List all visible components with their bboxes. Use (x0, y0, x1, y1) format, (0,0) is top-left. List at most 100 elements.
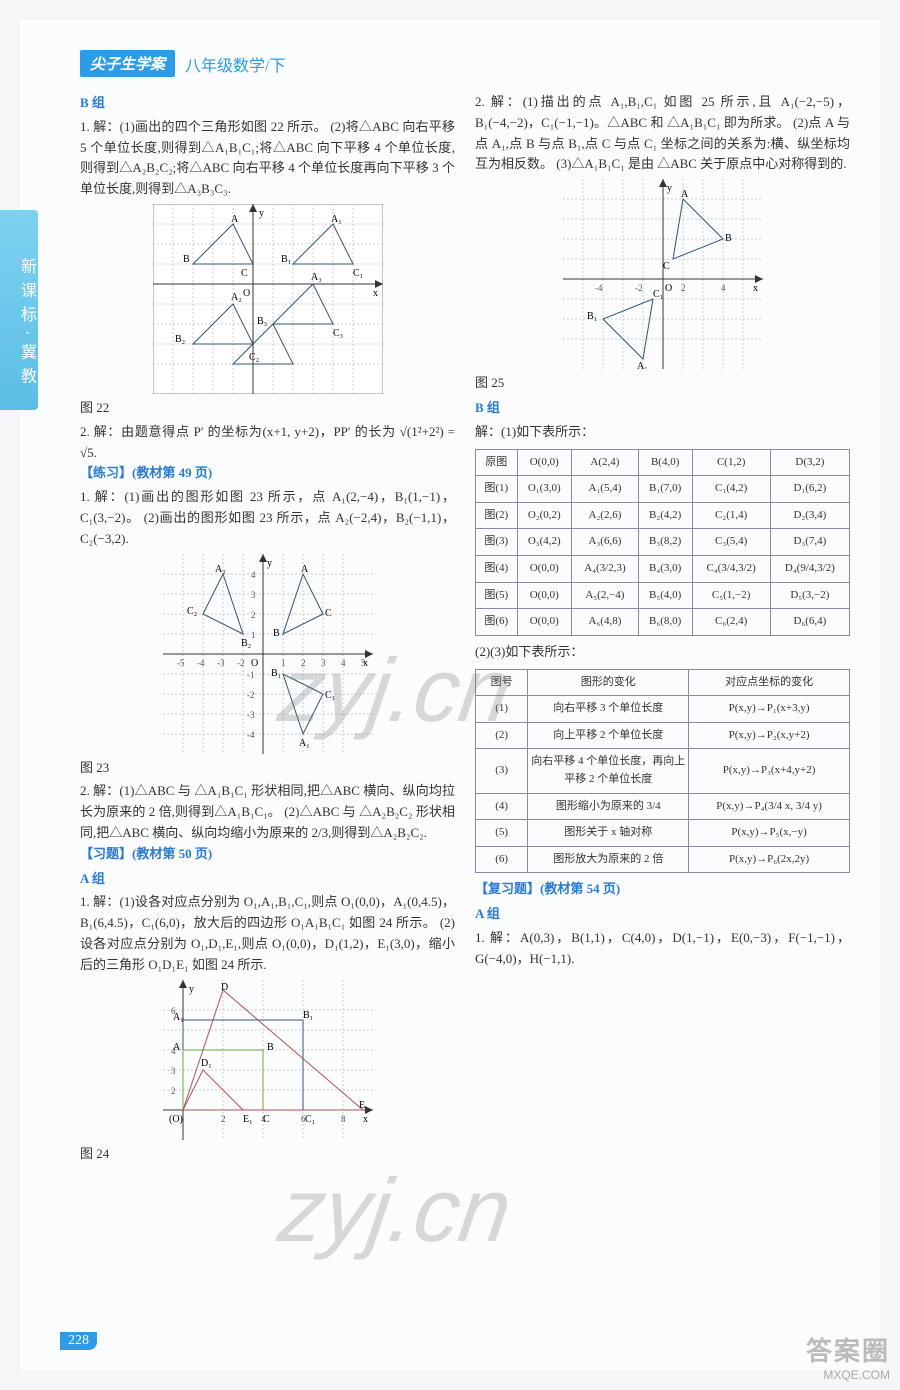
t2c: (1) (476, 696, 528, 723)
svg-text:B₁: B₁ (303, 1010, 313, 1021)
t2c: 向上平移 2 个单位长度 (528, 722, 689, 749)
svg-text:C₁: C₁ (353, 268, 363, 279)
svg-text:-2: -2 (237, 658, 245, 668)
svg-text:B: B (725, 233, 732, 244)
t2c: P(x,y)→P₂(x,y+2) (689, 722, 850, 749)
t1c: D₅(3,−2) (770, 582, 849, 609)
right-group-b: B 组 (475, 398, 850, 419)
svg-text:C: C (325, 608, 332, 619)
svg-text:A: A (231, 214, 239, 225)
right-q2: 2. 解：(1)描出的点 A₁,B₁,C₁ 如图 25 所示,且 A₁(−2,−… (475, 92, 850, 175)
lianxi-q2: 2. 解：(1)△ABC 与 △A₁B₁C₁ 形状相同,把△ABC 横向、纵向均… (80, 781, 455, 843)
figure-24-caption: 图 24 (80, 1144, 455, 1165)
t1-h1: O(0,0) (517, 449, 572, 476)
svg-text:x: x (363, 1114, 368, 1125)
svg-text:B: B (183, 254, 190, 265)
t1c: A₄(3/2,3) (572, 555, 639, 582)
t1c: C₂(1,4) (692, 502, 770, 529)
t2c: P(x,y)→P₆(2x,2y) (689, 846, 850, 873)
t1-h3: B(4,0) (638, 449, 692, 476)
svg-text:1: 1 (281, 658, 286, 668)
t1c: C₄(3/4,3/2) (692, 555, 770, 582)
fuxi-label: 【复习题】(教材第 54 页) (475, 879, 850, 900)
svg-text:-3: -3 (247, 710, 255, 720)
t1c: B₆(8,0) (638, 609, 692, 636)
svg-text:-4: -4 (197, 658, 205, 668)
svg-text:C₂: C₂ (187, 606, 197, 617)
t1c: B₄(3,0) (638, 555, 692, 582)
t1c: B₅(4,0) (638, 582, 692, 609)
svg-text:C₃: C₃ (333, 328, 343, 339)
t1c: 图(4) (476, 555, 518, 582)
svg-text:3: 3 (321, 658, 326, 668)
lianxi-label: 【练习】(教材第 49 页) (80, 463, 455, 484)
t2-h0: 图号 (476, 669, 528, 696)
t1c: C₃(5,4) (692, 529, 770, 556)
svg-text:x: x (373, 288, 378, 299)
svg-text:1: 1 (251, 630, 256, 640)
page: 新课标·冀教 尖子生学案 八年级数学/下 B 组 1. 解：(1)画出的四个三角… (20, 20, 880, 1370)
t1c: O₃(4,2) (517, 529, 572, 556)
svg-text:2: 2 (681, 283, 686, 293)
t2c: 图形放大为原来的 2 倍 (528, 846, 689, 873)
figure-23: yx O -5-4-3 -2 123 45 4321 -1-2-3 -4 ABC… (163, 554, 373, 754)
svg-text:y: y (267, 558, 272, 569)
t1c: A₆(4,8) (572, 609, 639, 636)
svg-text:A: A (301, 564, 309, 575)
svg-text:4: 4 (341, 658, 346, 668)
svg-text:2: 2 (251, 610, 256, 620)
t1c: 图(6) (476, 609, 518, 636)
svg-text:y: y (189, 984, 194, 995)
t1c: O(0,0) (517, 582, 572, 609)
t2c: P(x,y)→P₅(x,−y) (689, 820, 850, 847)
left-q2: 2. 解：由题意得点 P′ 的坐标为(x+1, y+2)，PP′ 的长为 √(1… (80, 422, 455, 464)
svg-text:B₂: B₂ (175, 334, 185, 345)
svg-text:-2: -2 (635, 283, 643, 293)
t1c: D₁(6,2) (770, 476, 849, 503)
t1c: A₃(6,6) (572, 529, 639, 556)
svg-text:O: O (665, 283, 672, 294)
svg-text:3: 3 (251, 590, 256, 600)
figure-23-caption: 图 23 (80, 758, 455, 779)
t1c: O(0,0) (517, 555, 572, 582)
t2c: (2) (476, 722, 528, 749)
svg-text:y: y (667, 183, 672, 194)
page-number: 228 (60, 1332, 97, 1350)
t2c: P(x,y)→P₄(3/4 x, 3/4 y) (689, 793, 850, 820)
t1c: 图(5) (476, 582, 518, 609)
t1-h5: D(3,2) (770, 449, 849, 476)
svg-text:(O): (O) (169, 1114, 183, 1125)
t2c: P(x,y)→P₃(x+4,y+2) (689, 749, 850, 793)
svg-text:4: 4 (251, 570, 256, 580)
corner-line1: 答案圈 (806, 1331, 890, 1368)
svg-text:B₁: B₁ (271, 668, 281, 679)
svg-text:O: O (243, 288, 250, 299)
page-subtitle: 八年级数学/下 (185, 52, 285, 76)
t1c: D₆(6,4) (770, 609, 849, 636)
left-column: B 组 1. 解：(1)画出的四个三角形如图 22 所示。 (2)将△ABC 向… (80, 89, 455, 1167)
lianxi-q1: 1. 解：(1)画出的图形如图 23 所示，点 A₁(2,−4)，B₁(1,−1… (80, 487, 455, 549)
figure-25-caption: 图 25 (475, 373, 850, 394)
svg-text:y: y (259, 208, 264, 219)
t2-h1: 图形的变化 (528, 669, 689, 696)
svg-text:B₂: B₂ (241, 638, 251, 649)
svg-text:C₁: C₁ (325, 690, 335, 701)
svg-text:D: D (221, 982, 228, 993)
t1c: 图(3) (476, 529, 518, 556)
svg-text:E₁: E₁ (243, 1114, 253, 1125)
t1c: 图(2) (476, 502, 518, 529)
svg-text:-1: -1 (247, 670, 255, 680)
t2c: 图形关于 x 轴对称 (528, 820, 689, 847)
t1c: A₂(2,6) (572, 502, 639, 529)
svg-text:C₂: C₂ (249, 352, 259, 363)
fuxi-a-q1: 1. 解：A(0,3)，B(1,1)，C(4,0)，D(1,−1)，E(0,−3… (475, 928, 850, 970)
svg-text:A: A (173, 1042, 181, 1053)
page-header: 尖子生学案 八年级数学/下 (80, 50, 850, 77)
t2c: (5) (476, 820, 528, 847)
t1c: C₁(4,2) (692, 476, 770, 503)
figure-24: yx (O) 2468 2346 A₁B₁ AB DD₁ CC₁ E₁E (163, 980, 373, 1140)
corner-line2: MXQE.COM (806, 1368, 890, 1382)
svg-text:2: 2 (171, 1086, 176, 1096)
svg-text:-4: -4 (247, 730, 255, 740)
svg-text:B₁: B₁ (281, 254, 291, 265)
